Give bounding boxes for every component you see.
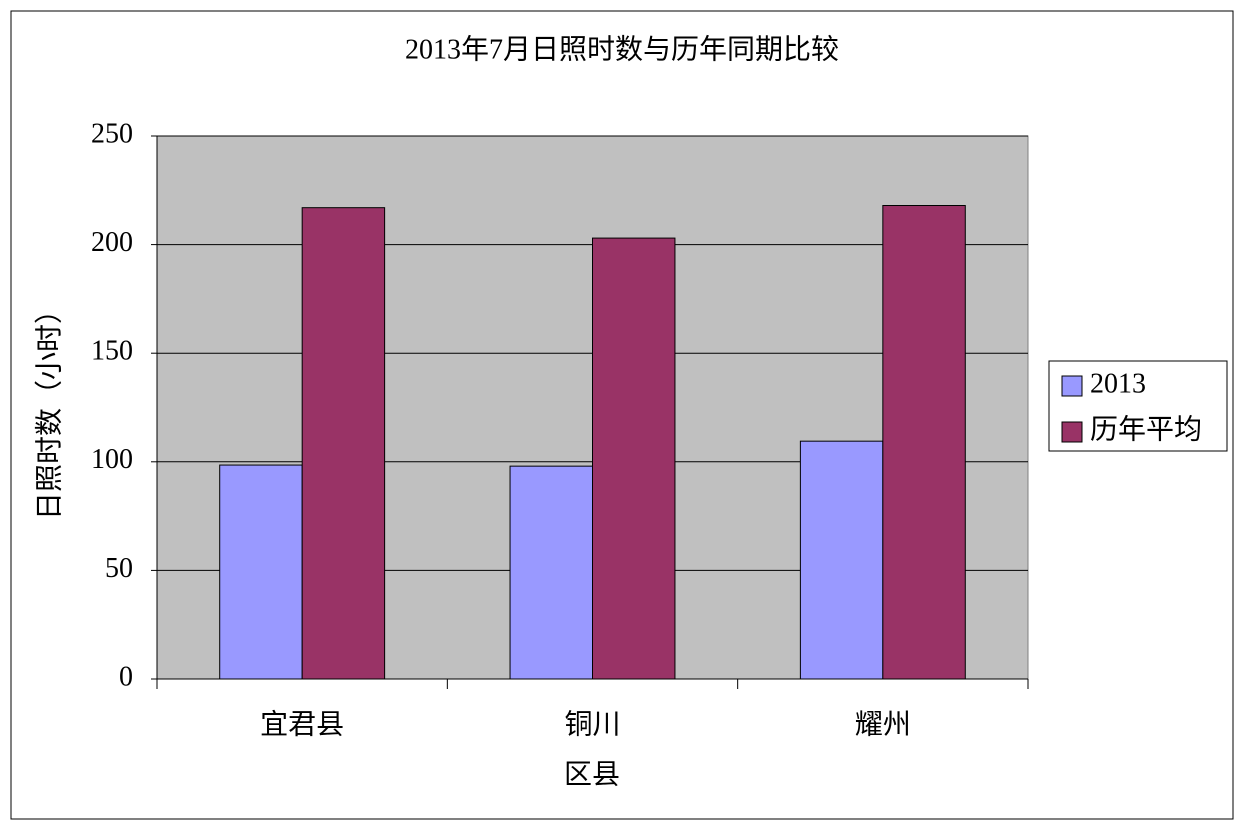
x-tick-label: 耀州 (855, 709, 911, 740)
y-tick-label: 50 (105, 553, 133, 584)
y-axis-title: 日照时数（小时） (33, 296, 65, 520)
y-tick-label: 150 (91, 336, 133, 367)
bar (301, 207, 386, 680)
x-tick-label: 铜川 (564, 708, 620, 740)
x-axis-title: 区县 (564, 759, 620, 790)
bar (592, 237, 676, 680)
bar (219, 464, 303, 680)
legend-label: 2013 (1090, 368, 1146, 399)
y-tick-label: 250 (91, 118, 133, 149)
bar (882, 205, 966, 680)
y-tick-label: 200 (91, 227, 133, 258)
y-tick-label: 100 (91, 444, 133, 475)
x-tick-label: 宜君县 (260, 708, 344, 740)
y-tick-label: 0 (119, 661, 133, 692)
chart-title: 2013年7月日照时数与历年同期比较 (405, 33, 839, 65)
bar (509, 465, 593, 680)
bar (799, 440, 884, 680)
legend-label: 历年平均 (1090, 413, 1202, 445)
legend-swatch (1061, 421, 1083, 443)
legend-swatch (1061, 375, 1083, 397)
